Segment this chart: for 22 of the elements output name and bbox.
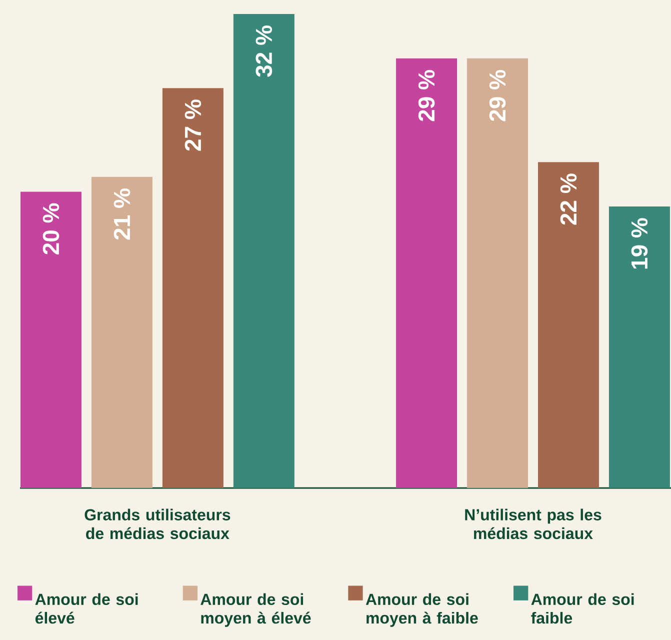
bar [608,206,670,488]
legend-label: Amour de soi faible [531,593,634,624]
x-tick-label: Grands utilisateurs de médias sociaux [84,508,230,540]
data-label: 19 % [631,218,648,269]
bar [162,88,224,488]
bar [538,162,599,488]
legend-label: Amour de soi élevé [35,593,138,624]
legend-label: Amour de soi moyen à élevé [200,593,311,627]
bar [396,58,458,488]
bar [233,14,294,488]
x-tick-label: N’utilisent pas les médias sociaux [465,508,602,540]
bar [91,176,152,488]
data-label: 21 % [114,188,130,240]
data-label: 20 % [42,203,60,254]
data-label: 27 % [184,100,202,151]
bar [467,58,528,488]
bar [20,192,82,488]
data-label: 29 % [489,70,506,122]
legend-label: Amour de soi moyen à faible [366,593,478,627]
data-label: 29 % [418,70,435,122]
data-label: 32 % [256,26,272,77]
data-label: 22 % [560,174,577,225]
